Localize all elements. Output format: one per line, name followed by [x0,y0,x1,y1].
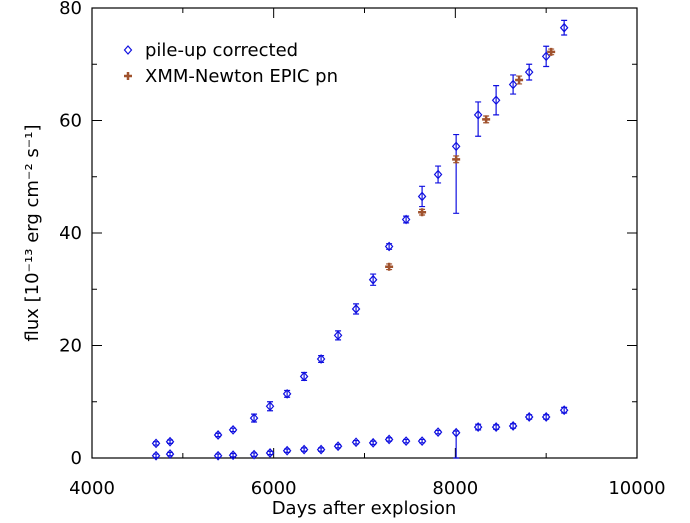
data-point [351,437,361,448]
data-point [451,427,461,438]
data-point [524,412,534,422]
error-bar [453,133,460,214]
x-tick-label: 4000 [69,478,115,499]
legend-label: XMM-Newton EPIC pn [145,66,338,87]
data-point [351,304,361,314]
data-point [165,436,175,447]
data-point [213,450,223,461]
data-point [213,430,223,440]
data-point [265,448,275,458]
data-point [151,438,161,449]
data-point [451,141,461,152]
legend-marker [124,72,132,80]
y-tick-label: 20 [59,336,82,357]
data-point [417,436,427,447]
data-point [417,191,427,202]
data-point [165,449,175,459]
data-point [249,413,259,423]
data-point [385,262,394,271]
x-tick-label: 6000 [251,478,297,499]
data-point [316,354,326,364]
data-point [473,422,483,432]
legend-marker [123,45,133,55]
y-axis-label: flux [10⁻¹³ erg cm⁻² s⁻¹] [22,125,43,342]
y-tick-label: 60 [59,111,82,132]
data-point [433,169,443,180]
data-point [547,47,556,56]
data-point [299,371,309,382]
error-bar [493,85,500,116]
data-point [433,427,443,438]
data-point [228,450,238,461]
data-point [265,401,275,412]
x-tick-label: 10000 [608,478,665,499]
y-tick-label: 40 [59,223,82,244]
error-bar [561,406,568,414]
data-point [249,449,259,460]
data-point [508,421,518,431]
data-point [559,22,569,33]
data-point [401,436,411,447]
data-point [333,330,343,341]
error-bar [435,165,442,184]
data-point [418,208,427,217]
x-tick-label: 8000 [432,478,478,499]
data-point [508,79,518,90]
legend-label: pile-up corrected [145,40,298,61]
error-bar [561,19,568,36]
data-point [299,444,309,455]
error-bar [301,371,308,381]
data-point [559,405,569,416]
data-point [368,274,378,285]
data-point [282,388,292,399]
error-bar [386,243,393,250]
data-point [384,434,394,445]
error-bar [526,63,533,81]
data-point [515,76,524,84]
data-point [368,437,378,448]
data-point [316,444,326,455]
data-point [151,450,161,461]
y-tick-label: 0 [71,448,82,469]
error-bar [251,413,258,423]
data-point [524,67,534,78]
data-point [541,412,551,422]
data-point [401,214,411,225]
data-point [333,441,343,452]
data-point [491,95,501,106]
x-axis-label: Days after explosion [272,498,457,519]
error-bar [543,45,550,68]
error-bar [475,423,482,431]
data-point [491,422,501,432]
data-point [384,241,394,252]
error-bar [419,185,426,208]
data-point [282,445,292,456]
data-point [452,155,461,164]
error-bar [510,74,517,95]
data-point [473,109,483,120]
y-tick-label: 80 [59,0,82,19]
data-point [482,115,491,124]
data-point [228,424,238,435]
